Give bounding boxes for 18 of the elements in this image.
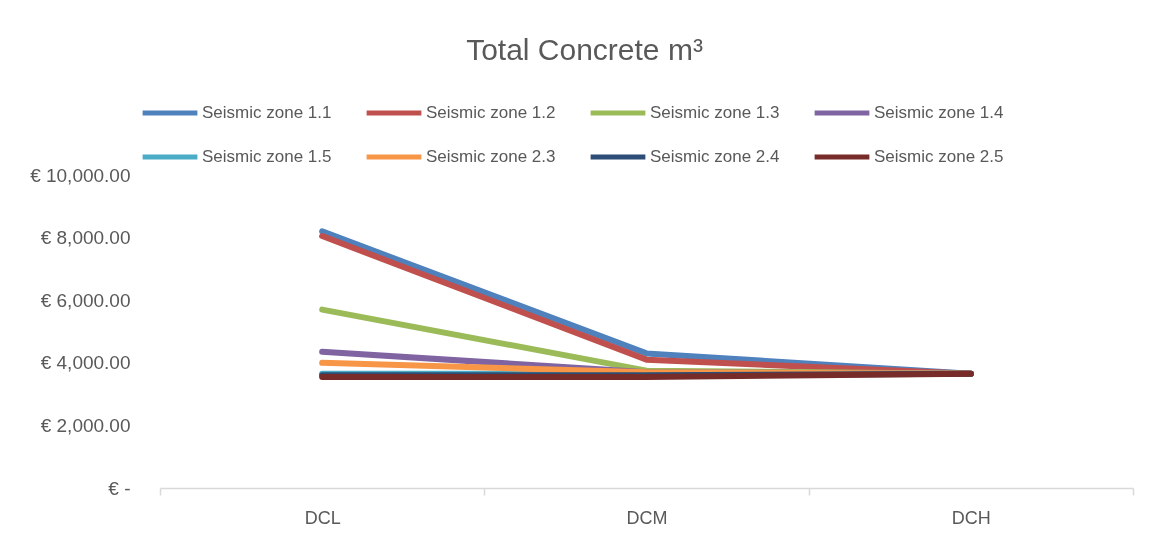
y-tick-label: € 4,000.00 <box>40 352 131 374</box>
legend-label: Seismic zone 1.1 <box>202 103 332 122</box>
legend-label: Seismic zone 1.2 <box>426 103 556 122</box>
legend-label: Seismic zone 1.4 <box>874 103 1004 122</box>
y-tick-label: € - <box>108 477 131 499</box>
y-tick-label: € 2,000.00 <box>40 414 131 436</box>
chart-title: Total Concrete m³ <box>466 33 703 66</box>
legend-label: Seismic zone 1.5 <box>202 147 332 166</box>
x-tick-label: DCL <box>304 507 341 528</box>
legend-label: Seismic zone 2.4 <box>650 147 780 166</box>
x-tick-label: DCH <box>951 507 991 528</box>
x-tick-label: DCM <box>626 507 668 528</box>
y-tick-label: € 6,000.00 <box>40 289 131 311</box>
y-tick-label: € 10,000.00 <box>30 164 131 186</box>
legend-label: Seismic zone 2.5 <box>874 147 1004 166</box>
legend-label: Seismic zone 2.3 <box>426 147 556 166</box>
y-tick-label: € 8,000.00 <box>40 227 131 249</box>
legend-label: Seismic zone 1.3 <box>650 103 780 122</box>
